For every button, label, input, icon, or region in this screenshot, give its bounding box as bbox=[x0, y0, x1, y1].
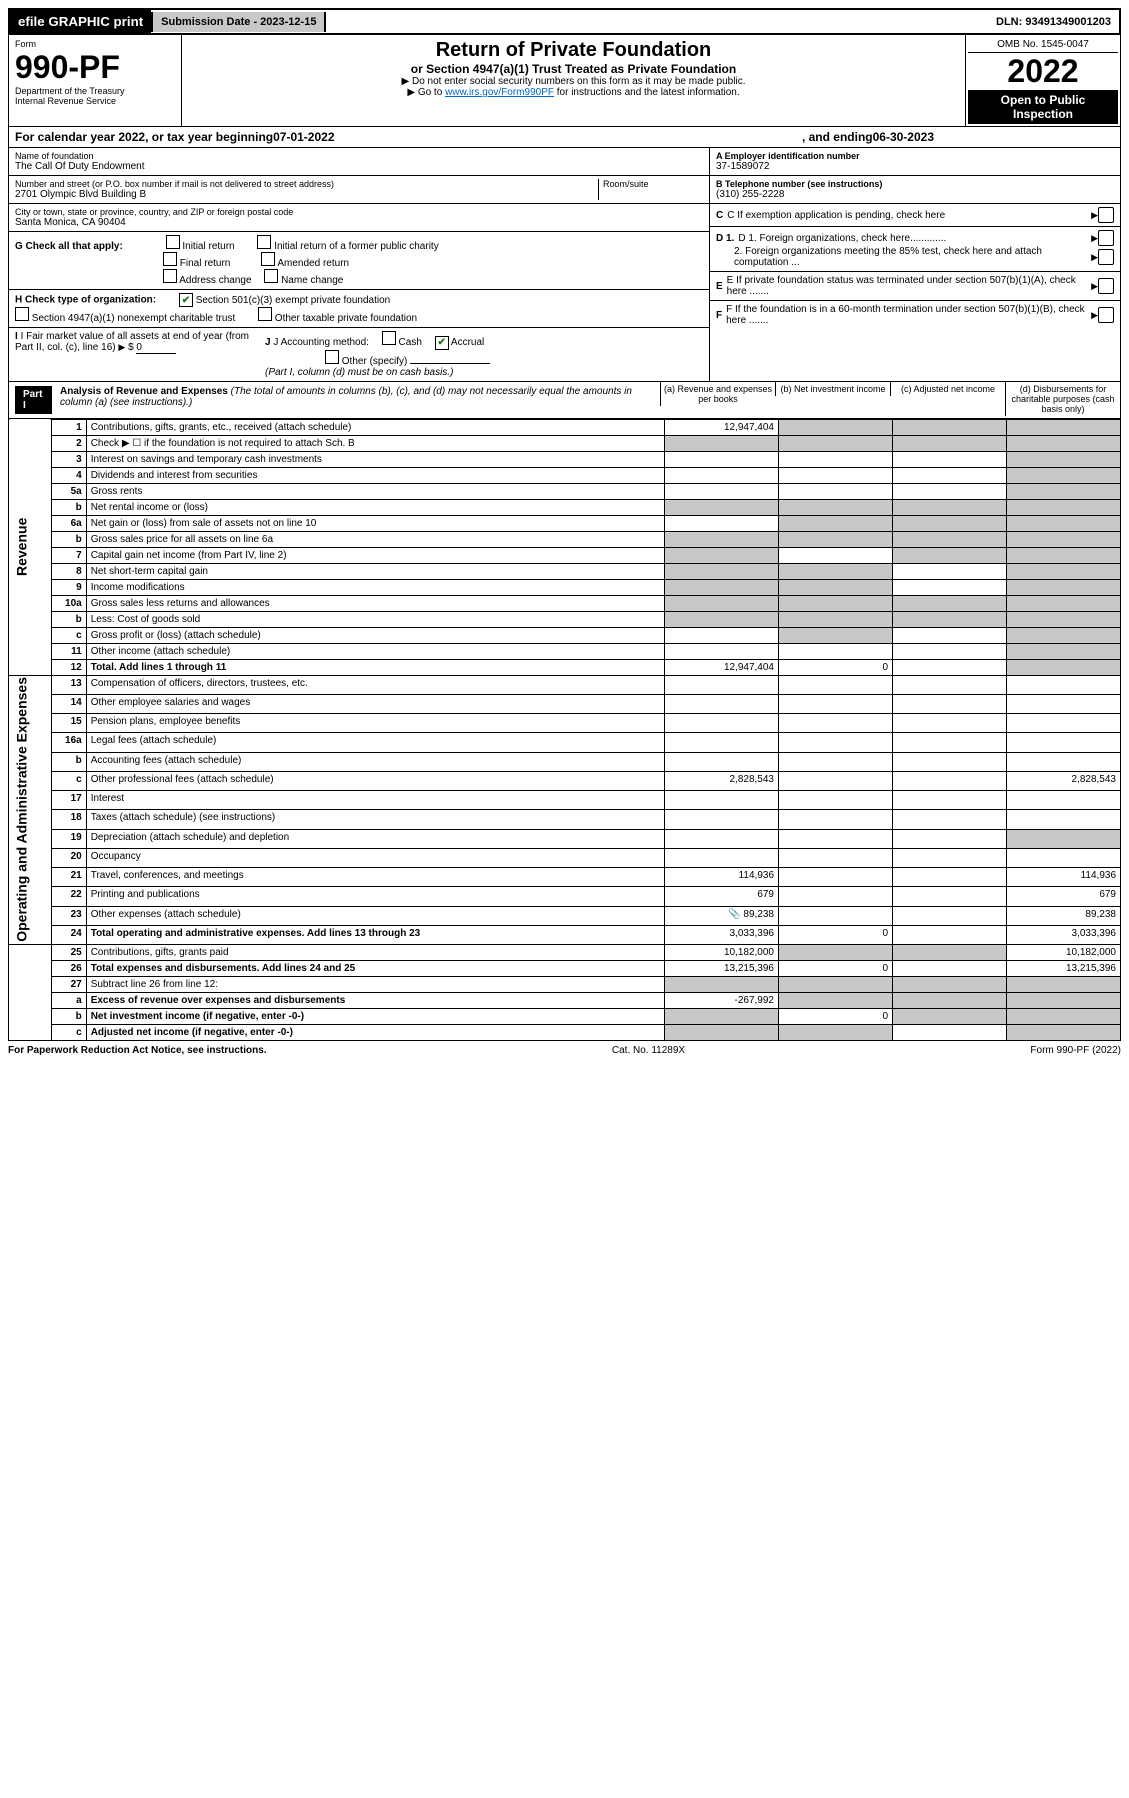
dept-label: Department of the Treasury bbox=[15, 86, 175, 96]
col-a-header: (a) Revenue and expenses per books bbox=[660, 382, 775, 406]
h-label: H Check type of organization: bbox=[15, 295, 156, 306]
identification-block: Name of foundation The Call Of Duty Endo… bbox=[8, 148, 1121, 382]
form-label: Form bbox=[15, 39, 175, 49]
city-label: City or town, state or province, country… bbox=[15, 207, 703, 217]
footer-cat: Cat. No. 11289X bbox=[267, 1045, 1031, 1056]
col-c-header: (c) Adjusted net income bbox=[890, 382, 1005, 396]
footer-left: For Paperwork Reduction Act Notice, see … bbox=[8, 1045, 267, 1056]
inspection-label: Open to Public Inspection bbox=[968, 90, 1118, 124]
irs-label: Internal Revenue Service bbox=[15, 96, 175, 106]
revenue-side-label: Revenue bbox=[9, 419, 52, 675]
d1-checkbox[interactable] bbox=[1098, 230, 1114, 246]
4947-checkbox[interactable] bbox=[15, 307, 29, 321]
page-footer: For Paperwork Reduction Act Notice, see … bbox=[8, 1041, 1121, 1056]
col-b-header: (b) Net investment income bbox=[775, 382, 890, 396]
initial-return-checkbox[interactable] bbox=[166, 235, 180, 249]
foundation-name: The Call Of Duty Endowment bbox=[15, 161, 703, 172]
initial-former-checkbox[interactable] bbox=[257, 235, 271, 249]
other-taxable-checkbox[interactable] bbox=[258, 307, 272, 321]
f-checkbox[interactable] bbox=[1098, 307, 1114, 323]
expenses-side-label: Operating and Administrative Expenses bbox=[9, 675, 52, 945]
d2-checkbox[interactable] bbox=[1098, 249, 1114, 265]
calendar-year-row: For calendar year 2022, or tax year begi… bbox=[8, 127, 1121, 148]
j-note: (Part I, column (d) must be on cash basi… bbox=[265, 367, 453, 378]
fmv-value: 0 bbox=[136, 342, 176, 354]
submission-date: Submission Date - 2023-12-15 bbox=[151, 12, 326, 32]
tel-label: B Telephone number (see instructions) bbox=[716, 179, 1114, 189]
amended-return-checkbox[interactable] bbox=[261, 252, 275, 266]
instr-1: ▶ Do not enter social security numbers o… bbox=[188, 76, 959, 87]
501c3-checkbox[interactable] bbox=[179, 293, 193, 307]
other-method-checkbox[interactable] bbox=[325, 350, 339, 364]
attachment-icon[interactable]: 📎 bbox=[728, 909, 740, 920]
part1-label: Part I bbox=[15, 386, 52, 414]
efile-print-button[interactable]: efile GRAPHIC print bbox=[10, 10, 151, 33]
address-label: Number and street (or P.O. box number if… bbox=[15, 179, 598, 189]
c-label: C If exemption application is pending, c… bbox=[727, 210, 1091, 221]
e-checkbox[interactable] bbox=[1098, 278, 1114, 294]
i-label: I Fair market value of all assets at end… bbox=[15, 331, 249, 353]
part1-table: Revenue 1Contributions, gifts, grants, e… bbox=[8, 419, 1121, 1042]
part1-header-row: Part I Analysis of Revenue and Expenses … bbox=[8, 382, 1121, 419]
cash-checkbox[interactable] bbox=[382, 331, 396, 345]
address-change-checkbox[interactable] bbox=[163, 269, 177, 283]
part1-title: Analysis of Revenue and Expenses bbox=[60, 386, 228, 397]
accrual-checkbox[interactable] bbox=[435, 336, 449, 350]
tax-year: 2022 bbox=[968, 53, 1118, 90]
telephone: (310) 255-2228 bbox=[716, 189, 1114, 200]
footer-form: Form 990-PF (2022) bbox=[1030, 1045, 1121, 1056]
final-return-checkbox[interactable] bbox=[163, 252, 177, 266]
form990pf-link[interactable]: www.irs.gov/Form990PF bbox=[445, 87, 554, 98]
col-d-header: (d) Disbursements for charitable purpose… bbox=[1005, 382, 1120, 416]
c-checkbox[interactable] bbox=[1098, 207, 1114, 223]
name-change-checkbox[interactable] bbox=[264, 269, 278, 283]
name-label: Name of foundation bbox=[15, 151, 703, 161]
room-label: Room/suite bbox=[603, 179, 703, 189]
g-label: G Check all that apply: bbox=[15, 241, 123, 252]
ein: 37-1589072 bbox=[716, 161, 1114, 172]
form-number: 990-PF bbox=[15, 49, 175, 86]
dln: DLN: 93491349001203 bbox=[988, 12, 1119, 32]
form-title: Return of Private Foundation bbox=[188, 39, 959, 62]
form-header: Form 990-PF Department of the Treasury I… bbox=[8, 35, 1121, 127]
top-bar: efile GRAPHIC print Submission Date - 20… bbox=[8, 8, 1121, 35]
form-subtitle: or Section 4947(a)(1) Trust Treated as P… bbox=[188, 62, 959, 76]
city: Santa Monica, CA 90404 bbox=[15, 217, 703, 228]
instr-2: ▶ Go to www.irs.gov/Form990PF for instru… bbox=[188, 87, 959, 98]
omb-number: OMB No. 1545-0047 bbox=[968, 37, 1118, 53]
address: 2701 Olympic Blvd Building B bbox=[15, 189, 598, 200]
ein-label: A Employer identification number bbox=[716, 151, 1114, 161]
